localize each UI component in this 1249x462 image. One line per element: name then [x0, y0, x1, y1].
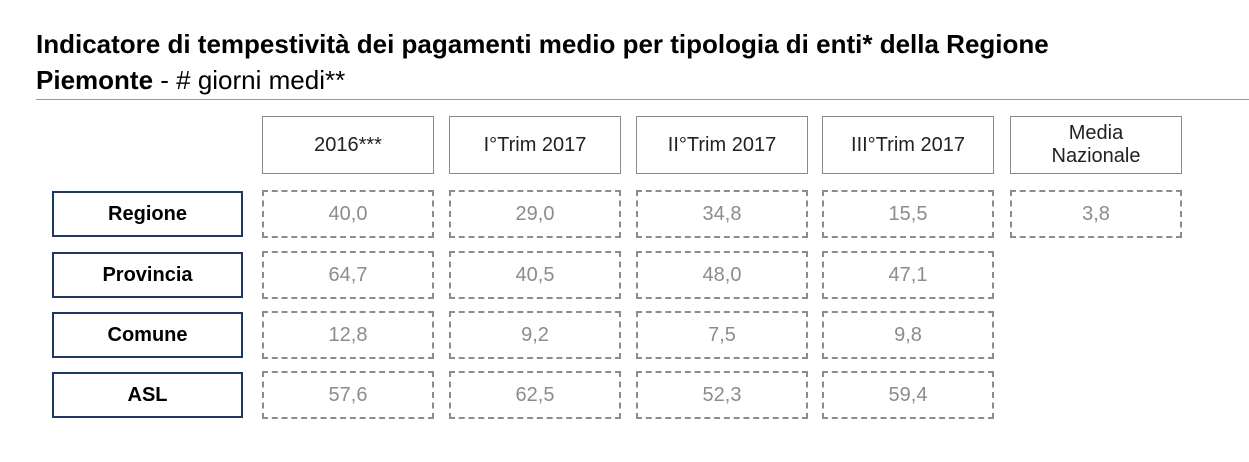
data-cell: 12,8 — [262, 311, 434, 359]
title-line-2: Piemonte - # giorni medi** — [36, 62, 1236, 98]
data-cell: 59,4 — [822, 371, 994, 419]
data-cell: 7,5 — [636, 311, 808, 359]
column-header: II°Trim 2017 — [636, 116, 808, 174]
title-line-1: Indicatore di tempestività dei pagamenti… — [36, 29, 1049, 59]
data-cell: 9,2 — [449, 311, 621, 359]
data-cell: 15,5 — [822, 190, 994, 238]
column-header: Media Nazionale — [1010, 116, 1182, 174]
data-cell: 47,1 — [822, 251, 994, 299]
row-label: Provincia — [52, 252, 243, 298]
data-cell: 34,8 — [636, 190, 808, 238]
data-cell: 57,6 — [262, 371, 434, 419]
title-region: Piemonte — [36, 65, 154, 95]
title-divider — [36, 99, 1249, 100]
data-cell: 3,8 — [1010, 190, 1182, 238]
column-header: 2016*** — [262, 116, 434, 174]
row-label: ASL — [52, 372, 243, 418]
data-cell: 48,0 — [636, 251, 808, 299]
data-cell: 29,0 — [449, 190, 621, 238]
title-unit: - # giorni medi** — [153, 65, 346, 95]
data-cell: 64,7 — [262, 251, 434, 299]
data-cell: 52,3 — [636, 371, 808, 419]
column-header: III°Trim 2017 — [822, 116, 994, 174]
data-cell: 40,0 — [262, 190, 434, 238]
chart-title: Indicatore di tempestività dei pagamenti… — [36, 26, 1236, 98]
row-label: Regione — [52, 191, 243, 237]
data-cell: 62,5 — [449, 371, 621, 419]
row-label: Comune — [52, 312, 243, 358]
data-cell: 40,5 — [449, 251, 621, 299]
column-header: I°Trim 2017 — [449, 116, 621, 174]
data-cell: 9,8 — [822, 311, 994, 359]
